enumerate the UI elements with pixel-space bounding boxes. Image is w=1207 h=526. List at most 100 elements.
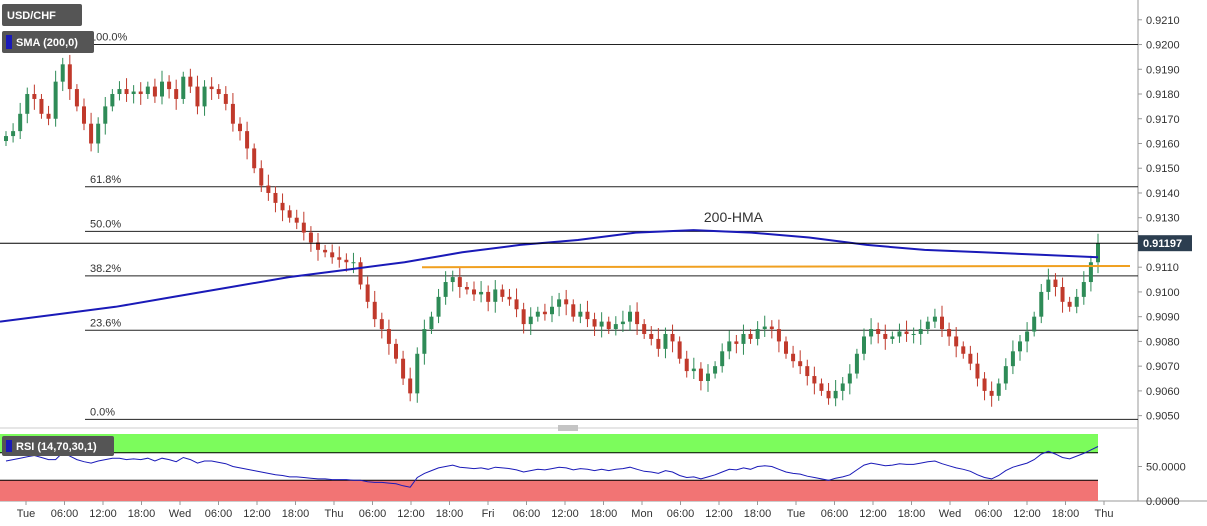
candle-body — [940, 316, 944, 330]
candle-body — [897, 331, 902, 337]
candle-body — [592, 319, 597, 327]
symbol-tag[interactable]: USD/CHF — [2, 4, 82, 26]
candle-body — [472, 289, 476, 295]
candle-body — [535, 311, 540, 317]
candle-body — [684, 358, 689, 372]
hma-line — [0, 229, 1099, 323]
candle-body — [344, 259, 349, 263]
price-tick-label: 0.9190 — [1146, 64, 1180, 76]
time-tick-label: 06:00 — [667, 508, 695, 520]
sma-tag[interactable]: SMA (200,0) — [2, 31, 94, 53]
candle-body — [351, 262, 356, 264]
candle-body — [947, 329, 952, 337]
time-tick-label: 12:00 — [243, 508, 271, 520]
candle-body — [209, 86, 214, 90]
candle-body — [968, 353, 973, 364]
candle-body — [450, 277, 455, 283]
candle-body — [1046, 279, 1051, 292]
candle-body — [649, 333, 654, 339]
candle-body — [174, 89, 179, 99]
rsi-panel: 50.0000 0.0000 RSI (14,70,30,1) — [0, 434, 1186, 508]
candle-body — [39, 98, 44, 114]
candle-body — [287, 210, 292, 218]
price-tick-label: 0.9150 — [1146, 163, 1180, 175]
time-tick-label: 18:00 — [436, 508, 464, 520]
candle-body — [812, 376, 817, 384]
candle-body — [479, 291, 484, 295]
candle-body — [883, 333, 888, 339]
candle-body — [677, 341, 682, 359]
candle-body — [25, 94, 30, 114]
candle-body — [266, 185, 271, 193]
candle-body — [245, 131, 250, 149]
price-tick-label: 0.9110 — [1146, 262, 1179, 274]
last-price-tag: 0.91197 — [1138, 235, 1192, 252]
splitter-handle[interactable] — [558, 425, 578, 431]
candle-body — [1081, 282, 1086, 297]
candle-body — [890, 336, 895, 339]
candle-body — [876, 329, 881, 334]
price-tick-label: 0.9160 — [1146, 138, 1180, 150]
candle-body — [188, 76, 193, 87]
candle-body — [762, 326, 767, 330]
time-tick-label: 06:00 — [821, 508, 849, 520]
candle-body — [798, 361, 803, 367]
time-tick-label: Thu — [1095, 508, 1114, 520]
candle-body — [386, 329, 391, 344]
time-tick-label: 12:00 — [551, 508, 579, 520]
candle-body — [18, 113, 23, 132]
candle-body — [550, 306, 554, 315]
time-tick-label: 06:00 — [359, 508, 387, 520]
candle-body — [869, 329, 874, 337]
candle-body — [571, 304, 576, 317]
candle-body — [308, 232, 313, 243]
price-tick-label: 0.9170 — [1146, 114, 1180, 126]
candle-body — [847, 373, 852, 384]
candle-body — [259, 168, 264, 186]
time-tick-label: Thu — [325, 508, 344, 520]
candle-body — [840, 383, 845, 391]
candle-body — [514, 299, 519, 310]
candle-body — [238, 123, 242, 132]
candle-body — [585, 311, 590, 320]
candle-body — [358, 262, 363, 285]
candle-body — [89, 123, 94, 144]
candle-body — [578, 311, 583, 317]
time-tick-label: Wed — [939, 508, 961, 520]
fib-level-label: 61.8% — [90, 174, 121, 186]
candle-body — [691, 368, 696, 372]
candle-body — [706, 373, 710, 381]
candlesticks — [4, 54, 1100, 407]
candle-body — [1060, 286, 1065, 302]
candle-body — [698, 368, 703, 381]
candle-body — [280, 202, 285, 211]
candle-body — [4, 136, 8, 142]
price-tick-label: 0.9100 — [1146, 287, 1180, 299]
time-tick-label: 12:00 — [859, 508, 887, 520]
time-axis: Tue 06:00 12:00 18:00 Wed 06:00 12:00 18:00 Thu 0… — [17, 501, 1114, 520]
fib-level-label: 38.2% — [90, 263, 121, 275]
rsi-overbought-zone — [0, 434, 1098, 453]
price-tick-label: 0.9210 — [1146, 15, 1180, 27]
candle-body — [32, 94, 37, 99]
candle-body — [53, 81, 58, 119]
time-tick-label: Wed — [169, 508, 191, 520]
candle-body — [1096, 243, 1100, 263]
candle-body — [379, 319, 384, 330]
candle-body — [833, 390, 838, 399]
candle-body — [330, 252, 335, 258]
time-tick-label: 06:00 — [975, 508, 1003, 520]
candle-body — [46, 113, 51, 119]
time-tick-label: Tue — [17, 508, 36, 520]
candle-body — [117, 89, 122, 95]
candle-body — [961, 346, 966, 354]
candle-body — [613, 324, 618, 330]
candle-body — [316, 242, 320, 250]
time-tick-label: 06:00 — [513, 508, 541, 520]
candle-body — [635, 311, 640, 325]
candle-body — [932, 316, 937, 322]
rsi-tag[interactable]: RSI (14,70,30,1) — [2, 436, 114, 456]
candle-body — [74, 89, 79, 107]
candle-body — [564, 299, 569, 305]
